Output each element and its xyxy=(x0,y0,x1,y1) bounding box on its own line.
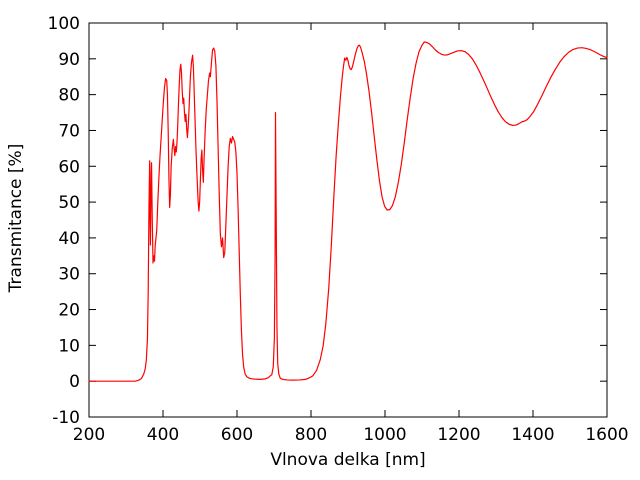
y-tick-label: -10 xyxy=(52,408,80,428)
x-tick-label: 800 xyxy=(295,425,327,445)
y-axis-label: Transmitance [%] xyxy=(6,143,26,293)
x-tick-label: 1600 xyxy=(585,425,628,445)
y-tick-label: 70 xyxy=(58,121,80,141)
y-tick-label: 90 xyxy=(58,50,80,70)
x-tick-label: 1000 xyxy=(363,425,406,445)
x-tick-label: 600 xyxy=(221,425,253,445)
y-tick-label: 0 xyxy=(69,372,80,392)
y-tick-label: 20 xyxy=(58,301,80,321)
y-tick-label: 100 xyxy=(48,14,80,34)
y-tick-label: 60 xyxy=(58,157,80,177)
y-tick-label: 30 xyxy=(58,265,80,285)
y-tick-label: 50 xyxy=(58,193,80,213)
y-tick-label: 80 xyxy=(58,86,80,106)
plot-border xyxy=(88,22,608,418)
series-transmittance-spectrum xyxy=(88,41,608,382)
y-tick-label: 40 xyxy=(58,229,80,249)
x-tick-label: 1200 xyxy=(437,425,480,445)
x-tick-label: 1400 xyxy=(511,425,554,445)
x-axis-label: Vlnova delka [nm] xyxy=(270,450,426,470)
y-tick-label: 10 xyxy=(58,336,80,356)
x-tick-label: 400 xyxy=(147,425,179,445)
x-tick-label: 200 xyxy=(73,425,105,445)
